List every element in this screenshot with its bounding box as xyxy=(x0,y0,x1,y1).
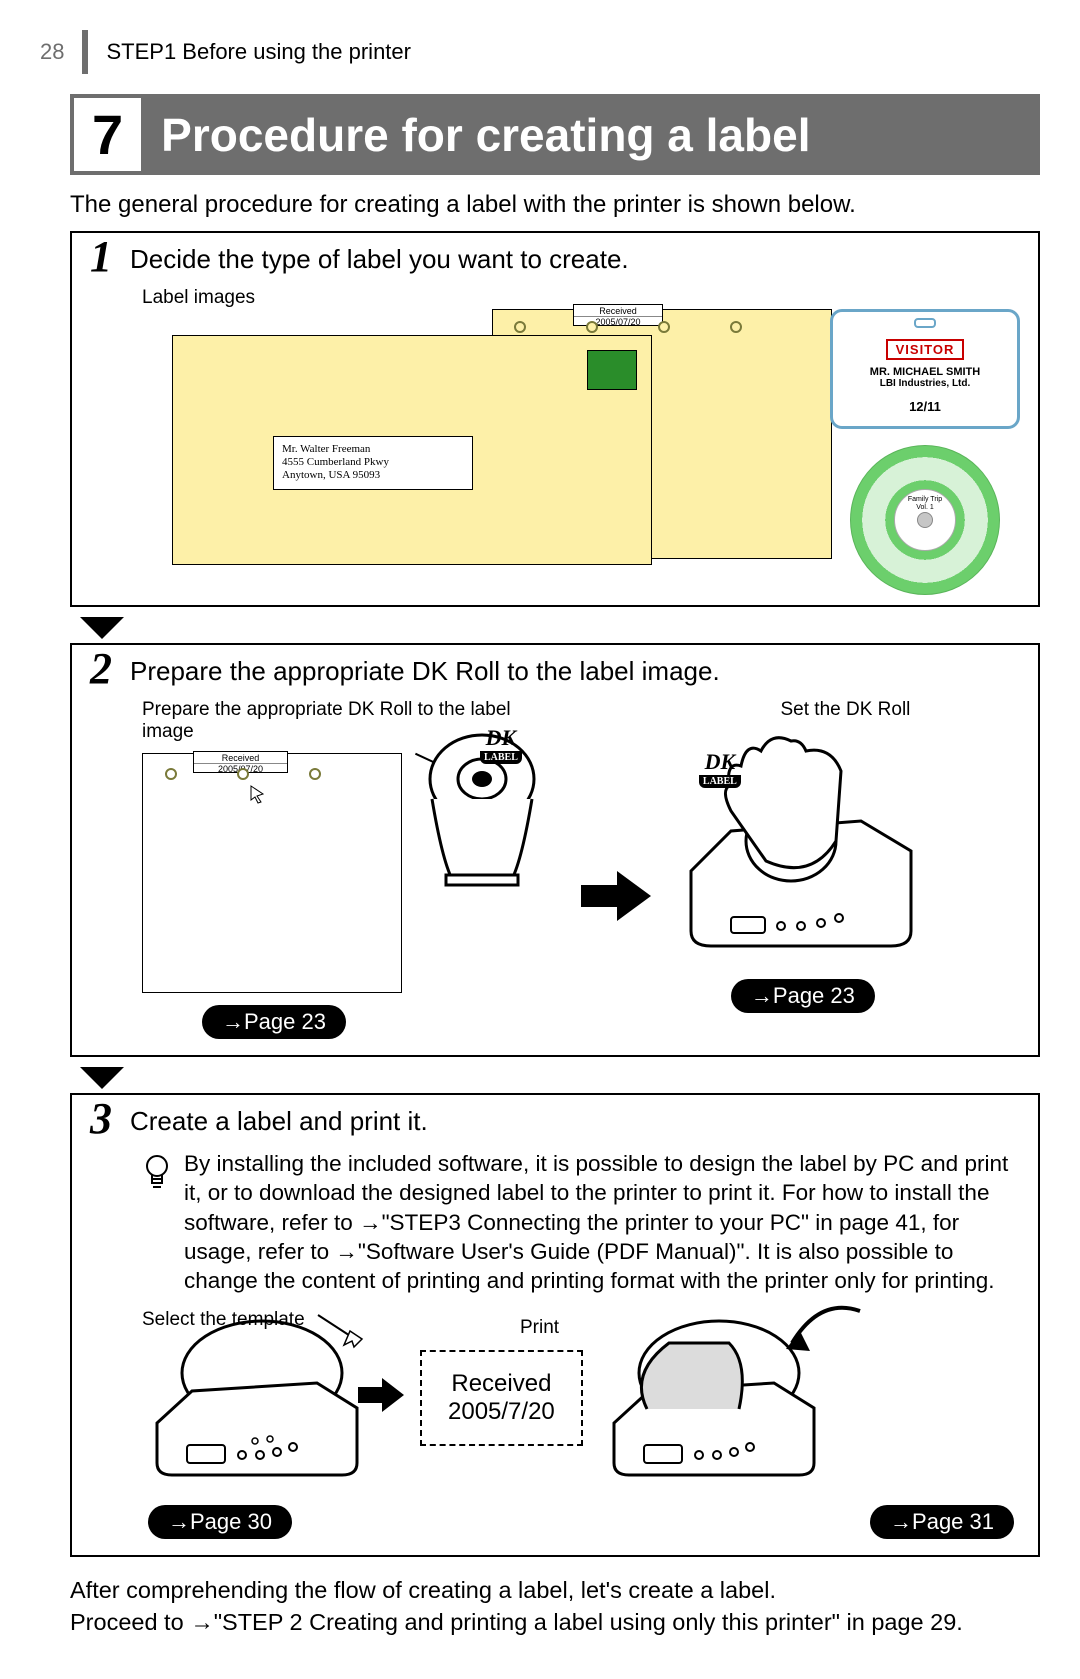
step2-right-caption: Set the DK Roll xyxy=(671,699,1020,721)
page-ref-23-left: →Page 23 xyxy=(202,1005,346,1039)
visitor-name: MR. MICHAEL SMITH xyxy=(841,366,1009,378)
received-line1: Received xyxy=(448,1370,555,1398)
arrow-right-icon: → xyxy=(890,1509,912,1534)
page-ref-30: →Page 30 xyxy=(148,1505,292,1539)
received-line2: 2005/7/20 xyxy=(448,1398,555,1426)
section-number: 7 xyxy=(70,94,141,175)
envelope-illustration: Mr. Walter Freeman 4555 Cumberland Pkwy … xyxy=(172,335,652,565)
step1-headline: Decide the type of label you want to cre… xyxy=(130,238,629,275)
step2-headline: Prepare the appropriate DK Roll to the l… xyxy=(130,650,720,687)
step1-number: 1 xyxy=(72,233,130,279)
address-label: Mr. Walter Freeman 4555 Cumberland Pkwy … xyxy=(273,436,473,490)
stamp-icon xyxy=(587,350,637,390)
dk-logo-2: DK LABEL xyxy=(699,749,741,788)
step2-box: 2 Prepare the appropriate DK Roll to the… xyxy=(70,643,1040,1057)
arrow-right-icon: → xyxy=(751,983,773,1008)
visitor-badge-illustration: VISITOR MR. MICHAEL SMITH LBI Industries… xyxy=(830,309,1020,429)
step1-illustration: Received 2005/07/20 Mr. Walter Freeman 4… xyxy=(142,309,1020,589)
folder2-rings xyxy=(165,768,321,780)
arrow-right-icon xyxy=(358,1378,404,1418)
pointer-arrow-icon xyxy=(314,1311,364,1351)
step3-illustration: Select the template Print xyxy=(142,1313,1020,1483)
cd-hole-icon xyxy=(917,512,933,528)
addr-street: 4555 Cumberland Pkwy xyxy=(282,456,464,469)
down-arrow-icon xyxy=(80,617,124,639)
visitor-badge-text: VISITOR xyxy=(886,339,965,360)
section-title-row: 7 Procedure for creating a label xyxy=(70,94,1040,175)
outro-text: After comprehending the flow of creating… xyxy=(70,1575,1040,1638)
outro-line1: After comprehending the flow of creating… xyxy=(70,1575,1040,1607)
step2-right-panel: Set the DK Roll DK LABEL xyxy=(671,699,1020,1013)
big-arrow-right-icon xyxy=(581,871,651,927)
intro-text: The general procedure for creating a lab… xyxy=(70,191,1040,219)
section-title: Procedure for creating a label xyxy=(141,94,1040,175)
pointer-arrow-icon xyxy=(249,784,269,804)
folder-rings xyxy=(514,321,742,333)
step-chip: STEP1 Before using the printer xyxy=(88,39,411,65)
step2-number: 2 xyxy=(72,645,130,691)
visitor-date: 12/11 xyxy=(841,399,1009,414)
arrow-right-icon: → xyxy=(190,1609,214,1635)
arrow-right-icon: → xyxy=(222,1009,244,1034)
curved-arrow-icon xyxy=(780,1303,870,1373)
step3-caption-select: Select the template xyxy=(142,1309,305,1331)
cd-center-label: Family Trip Vol. 1 xyxy=(894,489,956,551)
step3-number: 3 xyxy=(72,1095,130,1141)
page-number: 28 xyxy=(40,39,82,65)
page-ref-23-right: →Page 23 xyxy=(731,979,875,1013)
page-header: 28 STEP1 Before using the printer xyxy=(40,30,1040,74)
step3-body: By installing the included software, it … xyxy=(184,1149,1020,1295)
visitor-company: LBI Industries, Ltd. xyxy=(841,378,1009,389)
badge-hole-icon xyxy=(914,318,936,328)
step2-left-panel: Prepare the appropriate DK Roll to the l… xyxy=(142,699,561,1039)
outro-line2: Proceed to →"STEP 2 Creating and printin… xyxy=(70,1607,1040,1639)
step1-box: 1 Decide the type of label you want to c… xyxy=(70,231,1040,607)
folder2-illustration: Received 2005/07/20 xyxy=(142,753,402,993)
dk-logo: DK LABEL xyxy=(480,725,522,764)
printer-print-illustration xyxy=(599,1313,799,1483)
page-ref-31: →Page 31 xyxy=(870,1505,1014,1539)
printed-label-illustration: Received 2005/7/20 xyxy=(420,1350,583,1446)
folder-tab-line1: Received xyxy=(599,306,637,316)
lightbulb-icon xyxy=(142,1153,172,1295)
down-arrow-icon xyxy=(80,1067,124,1089)
printer-select-illustration xyxy=(142,1313,342,1483)
cd-label-illustration: Family Trip Vol. 1 xyxy=(850,445,1000,595)
arrow-right-icon: → xyxy=(168,1509,190,1534)
step3-box: 3 Create a label and print it. By instal… xyxy=(70,1093,1040,1557)
step3-headline: Create a label and print it. xyxy=(130,1100,428,1137)
addr-name: Mr. Walter Freeman xyxy=(282,443,464,456)
addr-city: Anytown, USA 95093 xyxy=(282,469,464,482)
step3-caption-print: Print xyxy=(520,1317,559,1339)
